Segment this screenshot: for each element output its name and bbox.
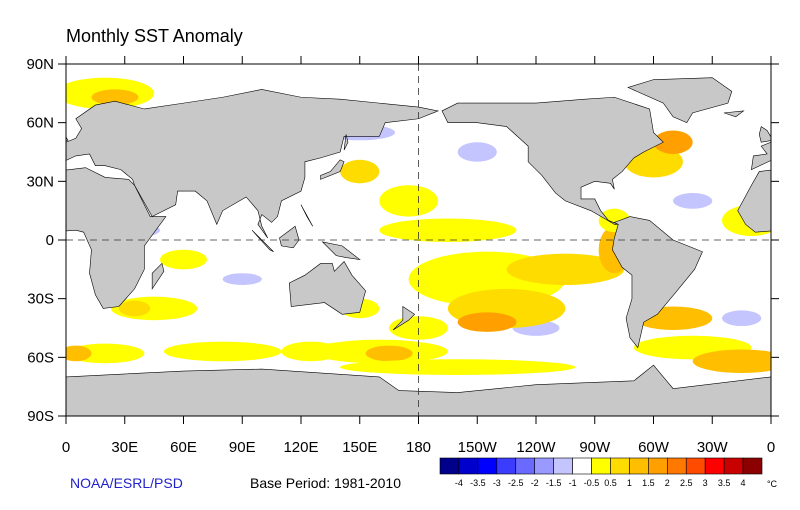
colorbar-box <box>553 457 573 475</box>
lon-tick-label: 60E <box>170 439 197 456</box>
lon-tick-label: 30W <box>697 439 729 456</box>
cool-anomaly <box>673 193 713 209</box>
colorbar-label: 4 <box>741 478 746 488</box>
landmass <box>66 167 167 309</box>
source: NOAA/ESRL/PSD <box>70 475 183 491</box>
lat-tick-label: 30S <box>27 291 54 308</box>
colorbar-label: -3 <box>493 478 501 488</box>
colorbar-box <box>610 457 630 475</box>
colorbar-label: 2 <box>665 478 670 488</box>
colorbar-label: -1.5 <box>546 478 562 488</box>
warm-anomaly <box>163 341 282 362</box>
warm-anomaly <box>91 89 139 106</box>
landmass <box>612 216 703 349</box>
lon-tick-label: 90E <box>229 439 256 456</box>
landmass <box>320 159 345 180</box>
warm-anomaly <box>66 345 92 362</box>
colorbar-box <box>439 457 460 475</box>
lat-tick-label: 90S <box>27 408 54 425</box>
colorbar-box <box>458 457 479 475</box>
lat-tick-label: 30N <box>26 173 54 190</box>
colorbar-label: -4 <box>455 478 463 488</box>
lon-tick-label: 30E <box>111 439 138 456</box>
cool-anomaly <box>222 273 262 285</box>
colorbar-label: -1 <box>569 478 577 488</box>
lon-tick-label: 180 <box>406 439 431 456</box>
warm-anomaly <box>159 249 208 270</box>
colorbar-box <box>477 457 498 475</box>
lon-tick-label: 150E <box>342 439 377 456</box>
warm-anomaly <box>379 218 517 242</box>
landmass <box>279 225 300 249</box>
colorbar-unit: °C <box>767 479 778 489</box>
colorbar-label: -3.5 <box>470 478 486 488</box>
title: Monthly SST Anomaly <box>66 26 243 46</box>
warm-anomaly <box>653 130 693 154</box>
landmass <box>288 261 366 315</box>
lon-tick-label: 90W <box>579 439 611 456</box>
lat-tick-label: 60S <box>27 349 54 366</box>
colorbar-label: -0.5 <box>584 478 600 488</box>
colorbar-box <box>704 457 725 475</box>
colorbar-box <box>572 457 592 475</box>
lon-tick-label: 60W <box>638 439 670 456</box>
colorbar-box <box>666 457 687 475</box>
warm-anomaly <box>340 159 380 184</box>
lon-tick-label: 150W <box>458 439 498 456</box>
lat-tick-label: 60N <box>26 115 54 132</box>
colorbar-label: 1.5 <box>642 478 655 488</box>
landmass <box>151 262 165 290</box>
colorbar-box <box>685 457 706 475</box>
warm-anomaly <box>457 312 517 332</box>
lat-tick-label: 90N <box>26 56 54 73</box>
lon-tick-label: 0 <box>767 439 775 456</box>
colorbar-label: 2.5 <box>680 478 693 488</box>
landmass <box>751 141 771 171</box>
landmass <box>300 204 314 227</box>
colorbar-box <box>515 457 536 475</box>
lon-tick-label: 0 <box>62 439 70 456</box>
landmass <box>66 364 771 416</box>
colorbar-label: 1 <box>627 478 632 488</box>
cool-anomaly <box>722 310 762 327</box>
warm-anomaly <box>692 349 771 374</box>
lat-tick-label: 0 <box>46 232 54 249</box>
colorbar-label: 3.5 <box>718 478 731 488</box>
colorbar-label: 0.5 <box>604 478 617 488</box>
land-layer <box>66 77 771 416</box>
landmass <box>770 376 771 416</box>
colorbar-label: 3 <box>703 478 708 488</box>
colorbar-box <box>723 457 744 475</box>
landmass <box>66 89 440 239</box>
warm-anomaly <box>379 185 439 217</box>
landmass <box>627 77 733 124</box>
landmass <box>737 169 771 233</box>
colorbar-box <box>742 457 763 475</box>
colorbar-label: -2 <box>531 478 539 488</box>
landmass <box>321 241 361 261</box>
warm-anomaly <box>118 300 151 317</box>
cool-anomaly <box>457 142 497 162</box>
colorbar-box <box>648 457 668 475</box>
warm-anomaly <box>365 345 413 362</box>
warm-anomaly <box>506 253 625 286</box>
colorbar-box <box>591 457 611 475</box>
landmass <box>723 110 745 118</box>
landmass <box>343 134 349 151</box>
warm-anomaly <box>340 359 576 375</box>
colorbar-box <box>629 457 649 475</box>
lon-tick-label: 120E <box>283 439 318 456</box>
landmass <box>392 305 416 331</box>
colorbar-label: -2.5 <box>508 478 524 488</box>
colorbar-box <box>496 457 517 475</box>
base-period: Base Period: 1981-2010 <box>250 475 401 491</box>
colorbar-box <box>534 457 554 475</box>
lon-tick-label: 120W <box>516 439 556 456</box>
landmass <box>441 96 664 225</box>
